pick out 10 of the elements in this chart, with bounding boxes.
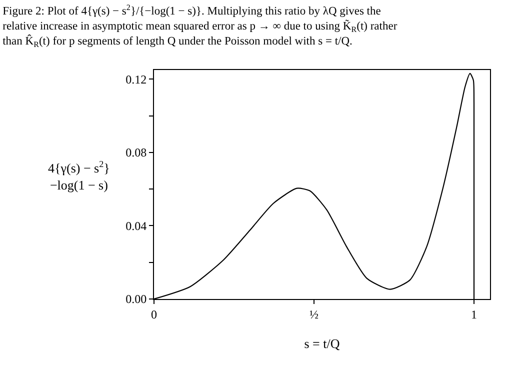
x-axis-title: s = t/Q: [304, 336, 340, 351]
chart-title: Figure 2: Plot of 4{γ(s) − s$^{2}$}/{−log(1 − s)}. Multiplying this ratio by λQ gives the relative increase in asymptotic mean squared error as p → ∞ due to using K̃$_{R}$(t) rather than K̂$_{R}$(t) for p segments of length Q under the Poisson model with s = t/Q.: [2, 2, 398, 49]
x-tick-label: ½: [310, 307, 318, 322]
y-axis-title: 4{γ(s) − s$^{2}$} −log(1 − s): [48, 159, 110, 192]
x-tick-label: 1: [471, 307, 477, 322]
x-tick-label: 0: [151, 307, 157, 322]
y-tick-label: 0.12: [126, 72, 147, 86]
y-tick-label: 0.08: [126, 146, 147, 160]
y-tick-label: 0.04: [126, 218, 147, 233]
y-tick-label: 0.00: [126, 292, 147, 306]
